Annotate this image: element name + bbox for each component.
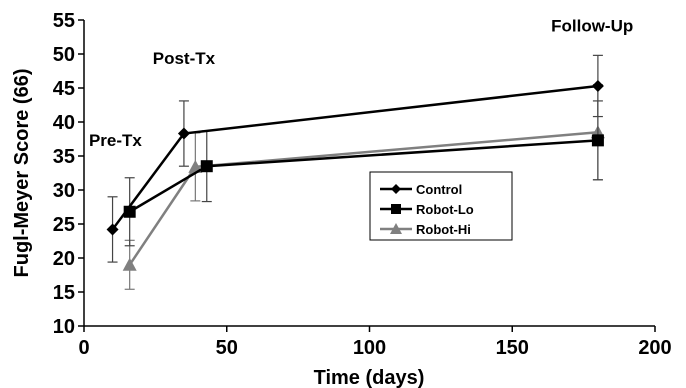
data-point bbox=[177, 127, 190, 140]
series-robot-hi bbox=[122, 83, 605, 290]
series-line bbox=[111, 84, 599, 231]
data-point bbox=[122, 257, 137, 271]
series-robot-lo bbox=[123, 100, 604, 247]
legend-marker bbox=[390, 223, 402, 234]
legend-marker bbox=[391, 204, 401, 214]
y-tick-label: 15 bbox=[53, 282, 75, 304]
x-tick-label: 200 bbox=[638, 337, 671, 359]
y-tick-label: 25 bbox=[53, 214, 75, 236]
y-axis-title: Fugl-Meyer Score (66) bbox=[11, 69, 33, 278]
series-line bbox=[128, 130, 599, 266]
series-control bbox=[106, 54, 604, 263]
x-tick-label: 50 bbox=[216, 337, 238, 359]
data-point bbox=[106, 223, 119, 236]
legend-entry: Robot-Hi bbox=[416, 222, 471, 237]
legend-entry: Robot-Lo bbox=[416, 202, 474, 217]
x-tick-label: 0 bbox=[78, 337, 89, 359]
y-tick-label: 10 bbox=[53, 316, 75, 338]
legend-entry: Control bbox=[416, 182, 462, 197]
y-tick-label: 40 bbox=[53, 112, 75, 134]
ticks: 10 15 20 25 30 35 40 45 50 55 0 50 100 150 200 bbox=[53, 10, 672, 359]
legend-marker bbox=[391, 184, 401, 194]
y-tick-label: 30 bbox=[53, 180, 75, 202]
x-tick-label: 150 bbox=[496, 337, 529, 359]
y-tick-label: 50 bbox=[53, 44, 75, 66]
y-tick-label: 55 bbox=[53, 10, 75, 32]
annotation-label: Post-Tx bbox=[153, 49, 216, 68]
annotation-label: Pre-Tx bbox=[89, 131, 142, 150]
data-point bbox=[123, 205, 136, 218]
series-layer bbox=[106, 54, 605, 290]
y-tick-label: 20 bbox=[53, 248, 75, 270]
data-point bbox=[591, 79, 604, 92]
annotations-layer: Pre-Tx Post-Tx Follow-Up bbox=[89, 17, 633, 150]
x-axis-title: Time (days) bbox=[314, 367, 425, 388]
data-point bbox=[591, 134, 604, 147]
x-tick-label: 100 bbox=[353, 337, 386, 359]
y-tick-label: 45 bbox=[53, 78, 75, 100]
data-point bbox=[200, 160, 213, 173]
y-tick-label: 35 bbox=[53, 146, 75, 168]
legend: Control Robot-Lo Robot-Hi bbox=[369, 171, 513, 241]
annotation-label: Follow-Up bbox=[551, 17, 633, 36]
